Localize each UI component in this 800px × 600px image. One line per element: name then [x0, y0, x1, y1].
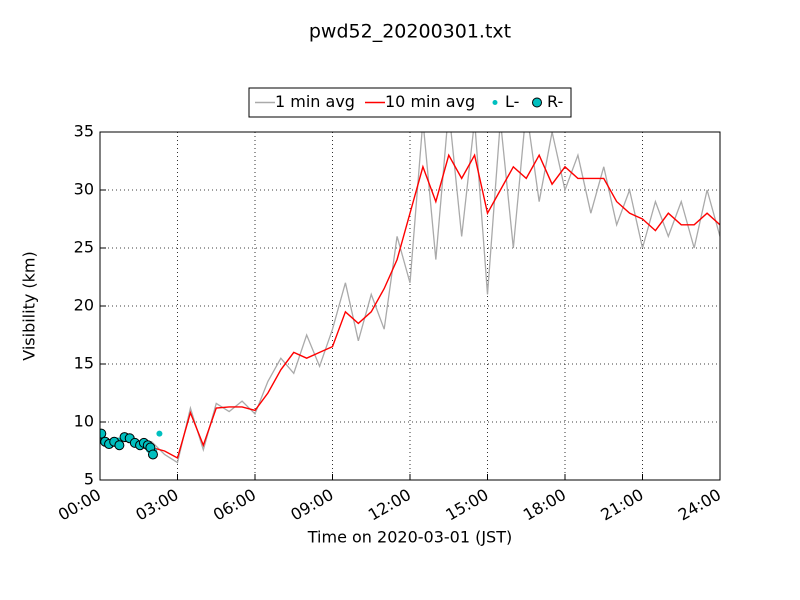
x-tick-label: 09:00 — [287, 485, 336, 525]
x-tick-label: 00:00 — [55, 485, 104, 525]
y-tick-label: 15 — [74, 354, 94, 373]
marker — [100, 428, 107, 439]
y-tick-label: 10 — [74, 412, 94, 431]
x-tick-label: 18:00 — [520, 485, 569, 525]
legend-box — [248, 87, 572, 118]
legend-label: 1 min avg — [275, 92, 355, 111]
legend-swatch — [532, 97, 542, 108]
x-tick-label: 24:00 — [675, 485, 724, 525]
x-tick-label: 21:00 — [597, 485, 646, 525]
x-tick-label: 06:00 — [210, 485, 259, 525]
y-tick-label: 25 — [74, 238, 94, 257]
plot-frame — [99, 131, 721, 481]
y-axis-label: Visibility (km) — [20, 251, 39, 360]
marker — [114, 440, 125, 451]
y-tick-label: 30 — [74, 180, 94, 199]
x-tick-label: 12:00 — [365, 485, 414, 525]
y-tick-label: 20 — [74, 296, 94, 315]
x-axis-label: Time on 2020-03-01 (JST) — [307, 528, 512, 547]
marker — [156, 430, 163, 437]
legend-label: L- — [505, 92, 519, 111]
series-line — [100, 132, 720, 464]
legend-swatch — [492, 100, 498, 105]
plot-area — [100, 132, 720, 464]
marker — [147, 449, 158, 460]
x-tick-label: 15:00 — [442, 485, 491, 525]
legend-label: 10 min avg — [385, 92, 475, 111]
y-tick-label: 35 — [74, 122, 94, 141]
series-line — [100, 153, 720, 459]
legend-label: R- — [547, 92, 563, 111]
x-tick-label: 03:00 — [132, 485, 181, 525]
y-tick-label: 5 — [84, 470, 94, 489]
chart-title: pwd52_20200301.txt — [309, 21, 511, 43]
